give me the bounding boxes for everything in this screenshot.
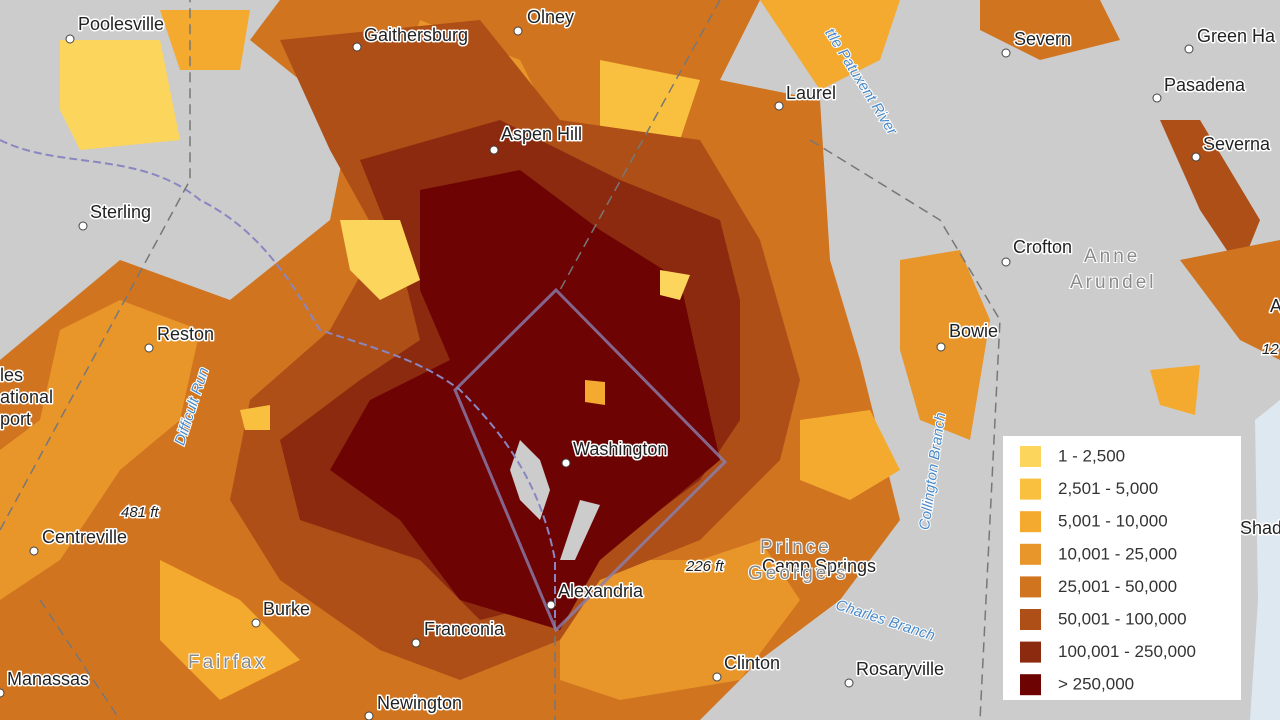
place-label: Poolesville [78,14,164,34]
place-label: Washington [573,439,667,459]
place-dot [1001,48,1011,58]
region-label: Prince [760,537,832,558]
place-label: Camp Springs [762,556,876,576]
place-dot [1152,93,1162,103]
place-label: Manassas [7,669,89,689]
place-label: Crofton [1013,237,1072,257]
legend-label: 10,001 - 25,000 [1058,544,1177,563]
place-dot [352,42,362,52]
place-label: A [1270,296,1280,316]
place-dot [774,101,784,111]
region-label: Fairfax [188,652,267,673]
legend-label: 2,501 - 5,000 [1058,479,1158,498]
place-dot [546,600,556,610]
place-label: Centreville [42,527,127,547]
region-label: Anne [1084,246,1140,267]
place-dot [0,688,5,698]
place-dot [513,26,523,36]
place-label: Rosaryville [856,659,944,679]
place-label: Olney [527,7,574,27]
place-label: Laurel [786,83,836,103]
place-label: Shad [1240,518,1280,538]
place-label: Aspen Hill [501,124,582,144]
place-dot [561,458,571,468]
place-dot [844,678,854,688]
water [0,139,1280,720]
place-label: Sterling [90,202,151,222]
place-label: Franconia [424,619,505,639]
place-dot [411,638,421,648]
legend-swatch [1020,576,1041,598]
place-dot [65,34,75,44]
legend-label: 5,001 - 10,000 [1058,512,1168,531]
boundaries [0,0,1001,720]
dc-boundary [453,287,728,633]
place-label: ational [0,387,53,407]
place-label: Clinton [724,653,780,673]
place-dot [936,342,946,352]
place-label: Severna [1203,134,1271,154]
place-label: Newington [377,693,462,713]
legend-swatch [1020,543,1041,565]
place-label: Pasadena [1164,75,1246,95]
legend-label: 1 - 2,500 [1058,446,1125,465]
legend-box [1003,436,1241,700]
place-label: Alexandria [558,581,644,601]
legend-swatch [1020,446,1041,467]
region-label: Arundel [1070,272,1157,293]
legend-swatch [1020,674,1041,696]
place-label: Severn [1014,29,1071,49]
elev-label: 226 ft [685,558,724,575]
place-dot [144,343,154,353]
place-dot [489,145,499,155]
legend-label: > 250,000 [1058,675,1134,694]
legend-label: 50,001 - 100,000 [1058,609,1187,628]
place-dot [1191,152,1201,162]
legend-swatch [1020,609,1041,630]
place-dot [1184,44,1194,54]
legend-swatch [1020,478,1041,500]
place-dot [78,221,88,231]
place-label: Bowie [949,321,998,341]
place-dot [251,618,261,628]
legend-label: 100,001 - 250,000 [1058,642,1196,661]
place-dot [29,546,39,556]
place-label: Burke [263,599,310,619]
legend-label: 25,001 - 50,000 [1058,577,1177,596]
place-dot [1001,257,1011,267]
place-label: les [0,365,23,385]
place-label: Reston [157,324,214,344]
elev-label: 12 [1262,341,1279,358]
region-label: George's [748,563,849,584]
legend-swatch [1020,641,1041,663]
legend-swatch [1020,511,1041,533]
place-label: port [0,409,31,429]
elev-label: 481 ft [121,504,159,521]
place-label: Gaithersburg [364,25,468,45]
place-dot [364,711,374,720]
place-dot [712,672,722,682]
place-label: Green Ha [1197,26,1276,46]
